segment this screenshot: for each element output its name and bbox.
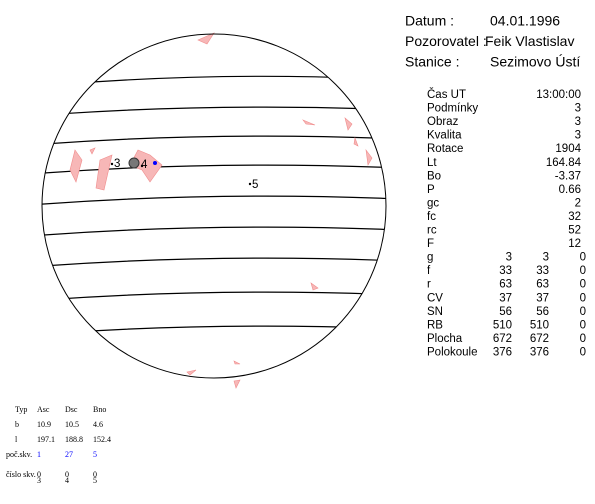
param-value: 0 bbox=[580, 279, 586, 291]
param-value: 0 bbox=[580, 319, 586, 331]
summary-value: 10.5 bbox=[65, 420, 79, 429]
param-value: 672 bbox=[530, 333, 549, 345]
summary-value: 4.6 bbox=[93, 420, 103, 429]
param-value: 56 bbox=[536, 306, 549, 318]
summary-value: 0 bbox=[37, 470, 41, 479]
summary-label: b bbox=[15, 420, 19, 429]
summary-value: 27 bbox=[65, 450, 73, 459]
summary-label: l bbox=[15, 435, 18, 444]
param-value: 3 bbox=[506, 252, 512, 264]
summary-value: 0 bbox=[65, 470, 69, 479]
summary-value: 188.8 bbox=[65, 435, 83, 444]
param-value: 13:00:00 bbox=[536, 89, 581, 101]
param-value: 0 bbox=[580, 265, 586, 277]
param-label: F bbox=[427, 238, 434, 250]
sunspot bbox=[248, 182, 252, 186]
param-label: Polokoule bbox=[427, 346, 478, 358]
group-label: 4 bbox=[141, 159, 148, 171]
summary-header: Typ bbox=[15, 405, 27, 414]
summary-header: Bno bbox=[93, 405, 106, 414]
param-label: gc bbox=[427, 197, 439, 209]
group-number: 3 bbox=[37, 476, 41, 485]
group-label: 5 bbox=[252, 179, 258, 191]
param-value: 510 bbox=[493, 319, 512, 331]
param-label: Kvalita bbox=[427, 130, 462, 142]
summary-value: 10.9 bbox=[37, 420, 51, 429]
param-label: r bbox=[427, 279, 431, 291]
param-value: 164.84 bbox=[546, 157, 582, 169]
faculae bbox=[69, 32, 373, 389]
summary-label: poč.skv. bbox=[6, 450, 32, 459]
summary-header: Asc bbox=[37, 405, 50, 414]
param-value: 63 bbox=[536, 279, 549, 291]
summary-header: Dsc bbox=[65, 405, 78, 414]
group-label: 3 bbox=[114, 158, 120, 170]
param-label: fc bbox=[427, 211, 436, 223]
param-value: 3 bbox=[575, 116, 581, 128]
param-label: f bbox=[427, 265, 431, 277]
sunspot bbox=[110, 162, 114, 166]
param-label: Plocha bbox=[427, 333, 463, 345]
param-value: 0 bbox=[580, 346, 586, 358]
header-value: Feik Vlastislav bbox=[485, 33, 574, 49]
header-label: Stanice : bbox=[405, 54, 459, 70]
param-label: P bbox=[427, 184, 435, 196]
param-value: 12 bbox=[568, 238, 581, 250]
param-value: 33 bbox=[536, 265, 549, 277]
param-label: SN bbox=[427, 306, 443, 318]
param-value: 33 bbox=[499, 265, 512, 277]
header-label: Datum : bbox=[405, 13, 454, 29]
param-value: 0.66 bbox=[559, 184, 581, 196]
param-label: CV bbox=[427, 292, 443, 304]
summary-value: 1 bbox=[37, 450, 41, 459]
param-value: 37 bbox=[499, 292, 512, 304]
param-label: Čas UT bbox=[427, 88, 466, 101]
param-value: 56 bbox=[499, 306, 512, 318]
param-value: 3 bbox=[575, 103, 581, 115]
header-label: Pozorovatel : bbox=[405, 33, 487, 49]
summary-value: 197.1 bbox=[37, 435, 55, 444]
param-value: 0 bbox=[580, 333, 586, 345]
param-value: 3 bbox=[543, 252, 549, 264]
param-value: 672 bbox=[493, 333, 512, 345]
sunspot bbox=[128, 157, 140, 169]
param-label: rc bbox=[427, 225, 437, 237]
summary-value: 0 bbox=[93, 470, 97, 479]
solar-disk bbox=[41, 33, 387, 379]
param-value: 0 bbox=[580, 306, 586, 318]
param-value: 510 bbox=[530, 319, 549, 331]
param-label: Bo bbox=[427, 170, 441, 182]
param-label: Lt bbox=[427, 157, 437, 169]
param-value: 37 bbox=[536, 292, 549, 304]
param-label: RB bbox=[427, 319, 443, 331]
sunspot bbox=[153, 161, 157, 165]
group-number: 4 bbox=[65, 476, 69, 485]
summary-value: 152.4 bbox=[93, 435, 111, 444]
param-label: Rotace bbox=[427, 143, 463, 155]
summary-value: 5 bbox=[93, 450, 97, 459]
latitude-lines bbox=[42, 75, 386, 336]
group-number: 5 bbox=[93, 476, 97, 485]
param-value: 63 bbox=[499, 279, 512, 291]
param-value: 3 bbox=[575, 130, 581, 142]
param-value: -3.37 bbox=[555, 170, 581, 182]
sunspot bbox=[140, 164, 144, 168]
param-value: 2 bbox=[575, 197, 581, 209]
param-value: 376 bbox=[493, 346, 512, 358]
param-value: 0 bbox=[580, 252, 586, 264]
param-value: 52 bbox=[568, 225, 581, 237]
header-value: 04.01.1996 bbox=[490, 13, 560, 29]
param-value: 0 bbox=[580, 292, 586, 304]
param-value: 1904 bbox=[555, 143, 581, 155]
summary-label: číslo skv. bbox=[6, 470, 36, 479]
param-label: Podmínky bbox=[427, 103, 478, 115]
header-value: Sezimovo Ústí bbox=[490, 54, 580, 70]
param-label: Obraz bbox=[427, 116, 459, 128]
param-value: 376 bbox=[530, 346, 549, 358]
param-label: g bbox=[427, 252, 433, 264]
param-value: 32 bbox=[568, 211, 581, 223]
